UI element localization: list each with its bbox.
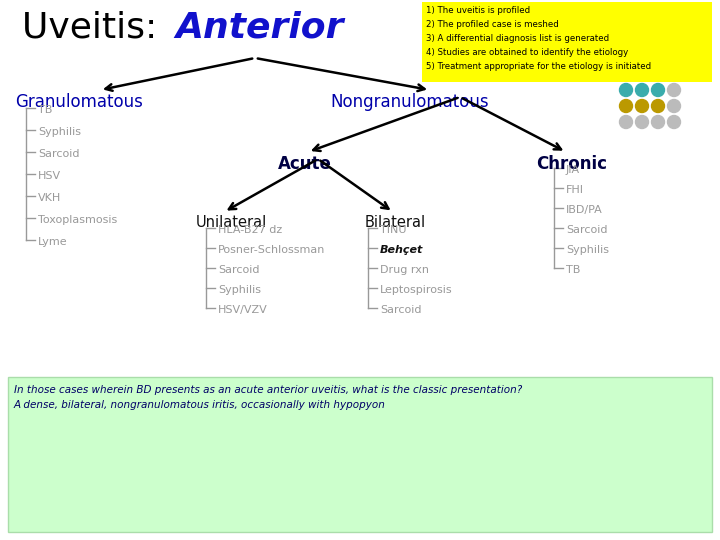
- Text: Syphilis: Syphilis: [218, 285, 261, 295]
- Text: A dense, bilateral, nongranulomatous iritis, occasionally with hypopyon: A dense, bilateral, nongranulomatous iri…: [14, 400, 386, 410]
- Circle shape: [652, 99, 665, 112]
- Text: Syphilis: Syphilis: [566, 245, 609, 255]
- Circle shape: [652, 84, 665, 97]
- Text: Syphilis: Syphilis: [38, 127, 81, 137]
- Text: FHI: FHI: [566, 185, 584, 195]
- Text: Sarcoid: Sarcoid: [380, 305, 421, 315]
- Circle shape: [636, 99, 649, 112]
- Text: Sarcoid: Sarcoid: [566, 225, 608, 235]
- Text: In those cases wherein BD presents as an acute anterior uveitis, what is the cla: In those cases wherein BD presents as an…: [14, 385, 522, 395]
- Text: Sarcoid: Sarcoid: [218, 265, 259, 275]
- Text: Sarcoid: Sarcoid: [38, 149, 79, 159]
- Text: Uveitis:: Uveitis:: [22, 10, 168, 44]
- Text: Behçet: Behçet: [380, 245, 423, 255]
- Text: TINU: TINU: [380, 225, 407, 235]
- Text: Lyme: Lyme: [38, 237, 68, 247]
- Text: Acute: Acute: [278, 155, 332, 173]
- Text: Drug rxn: Drug rxn: [380, 265, 429, 275]
- Text: VKH: VKH: [38, 193, 61, 203]
- Text: Bilateral: Bilateral: [365, 215, 426, 230]
- Text: 5) Treatment appropriate for the etiology is initiated: 5) Treatment appropriate for the etiolog…: [426, 62, 651, 71]
- Circle shape: [619, 84, 632, 97]
- Text: 2) The profiled case is meshed: 2) The profiled case is meshed: [426, 20, 559, 29]
- Text: 1) The uveitis is profiled: 1) The uveitis is profiled: [426, 6, 530, 15]
- Text: Anterior: Anterior: [175, 10, 343, 44]
- Circle shape: [619, 99, 632, 112]
- Text: 3) A differential diagnosis list is generated: 3) A differential diagnosis list is gene…: [426, 34, 609, 43]
- Text: Granulomatous: Granulomatous: [15, 93, 143, 111]
- Circle shape: [636, 116, 649, 129]
- Text: TB: TB: [566, 265, 580, 275]
- Text: Leptospirosis: Leptospirosis: [380, 285, 453, 295]
- Circle shape: [652, 116, 665, 129]
- Text: Unilateral: Unilateral: [196, 215, 267, 230]
- Text: Posner-Schlossman: Posner-Schlossman: [218, 245, 325, 255]
- Text: TB: TB: [38, 105, 53, 115]
- Text: JIA: JIA: [566, 165, 580, 175]
- Circle shape: [619, 116, 632, 129]
- Text: Chronic: Chronic: [536, 155, 607, 173]
- Text: IBD/PA: IBD/PA: [566, 205, 603, 215]
- Circle shape: [667, 116, 680, 129]
- Bar: [8, 377, 712, 532]
- Text: HLA-B27 dz: HLA-B27 dz: [218, 225, 282, 235]
- Text: Nongranulomatous: Nongranulomatous: [330, 93, 489, 111]
- Circle shape: [667, 84, 680, 97]
- Bar: [422, 2, 712, 82]
- Text: 4) Studies are obtained to identify the etiology: 4) Studies are obtained to identify the …: [426, 48, 629, 57]
- Circle shape: [636, 84, 649, 97]
- Text: HSV: HSV: [38, 171, 61, 181]
- Circle shape: [667, 99, 680, 112]
- Text: Toxoplasmosis: Toxoplasmosis: [38, 215, 117, 225]
- Text: HSV/VZV: HSV/VZV: [218, 305, 268, 315]
